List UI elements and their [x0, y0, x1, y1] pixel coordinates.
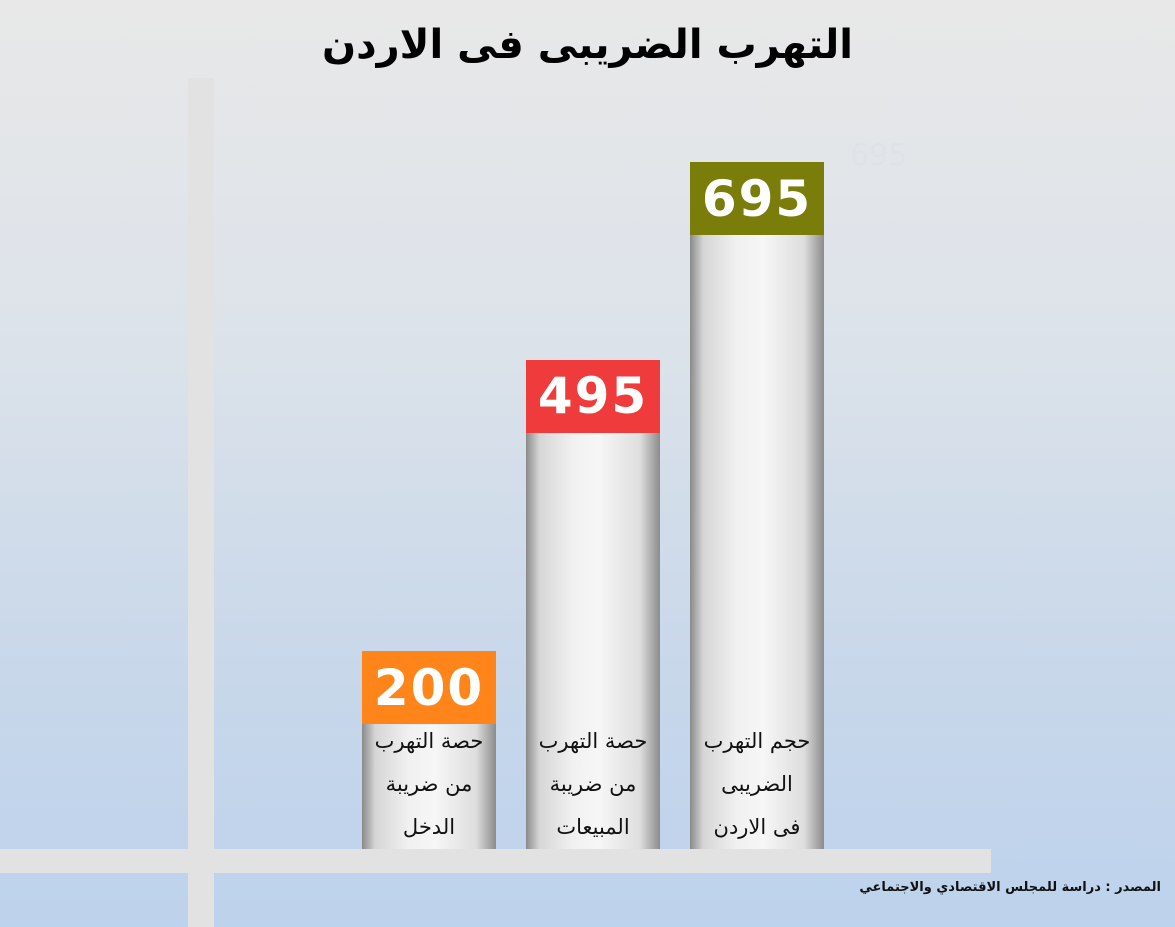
chart-title: التهرب الضريبى فى الاردن [321, 22, 853, 68]
category-label: حصة التهرب من ضريبة الدخل [374, 728, 484, 839]
category-label: حجم التهرب الضريبى فى الاردن [703, 729, 811, 839]
source-note: المصدر : دراسة للمجلس الاقتصادي والاجتما… [859, 880, 1161, 895]
data-label: 200 [362, 651, 496, 725]
data-label: 695 [690, 162, 824, 235]
bar: 695 حجم التهرب الضريبى فى الاردن [690, 162, 824, 849]
bar: 200 حصة التهرب من ضريبة الدخل [362, 651, 496, 849]
y-axis-bar [188, 78, 214, 927]
bar: 495 حصة التهرب من ضريبة المبيعات [526, 359, 660, 849]
data-label: 495 [526, 359, 660, 433]
ghost-value-label: 695 [850, 138, 908, 173]
category-label: حصة التهرب من ضريبة المبيعات [538, 728, 648, 839]
x-axis-bar [0, 849, 991, 873]
